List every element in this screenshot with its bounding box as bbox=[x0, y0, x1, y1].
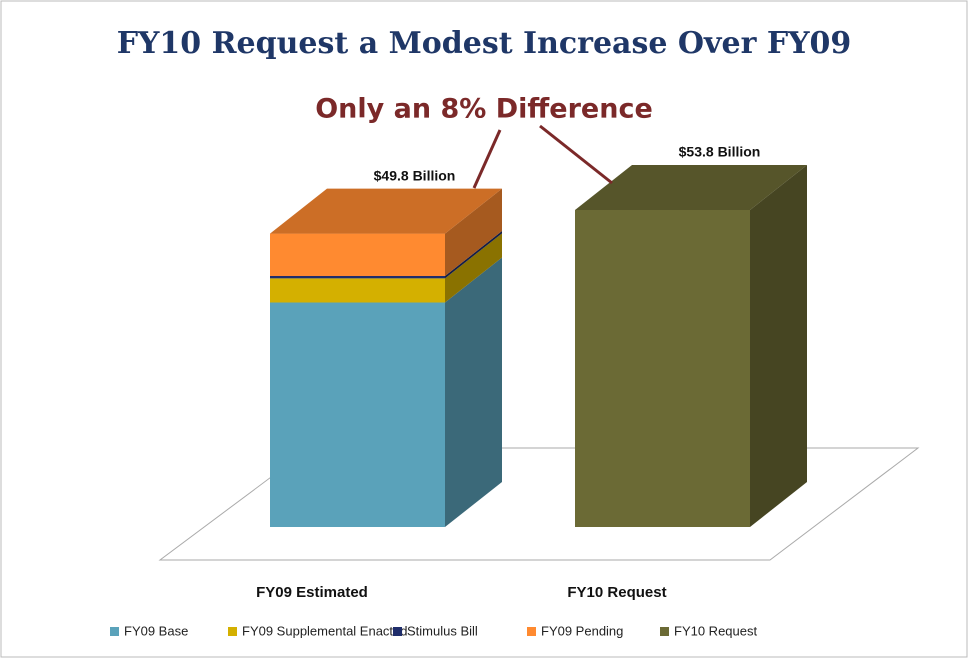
bar-side bbox=[445, 230, 502, 279]
bar-front bbox=[575, 210, 750, 527]
bar-side bbox=[445, 257, 502, 527]
legend-swatch bbox=[393, 627, 402, 636]
subtitle: Only an 8% Difference bbox=[315, 94, 653, 125]
bar-front bbox=[270, 278, 445, 303]
legend-label: FY09 Base bbox=[124, 623, 188, 638]
total-label: $53.8 Billion bbox=[679, 144, 761, 160]
legend-label: FY10 Request bbox=[674, 623, 757, 638]
legend-label: FY09 Pending bbox=[541, 623, 623, 638]
chart-title: FY10 Request a Modest Increase Over FY09 bbox=[117, 26, 852, 61]
bars bbox=[270, 165, 807, 527]
bar-side bbox=[445, 233, 502, 303]
bar-top bbox=[575, 165, 807, 210]
legend-swatch bbox=[527, 627, 536, 636]
x-tick-label: FY09 Estimated bbox=[256, 584, 368, 601]
legend-swatch bbox=[228, 627, 237, 636]
total-label: $49.8 Billion bbox=[374, 167, 456, 183]
bar-front bbox=[270, 302, 445, 527]
legend-swatch bbox=[110, 627, 119, 636]
legend-swatch bbox=[660, 627, 669, 636]
annotation-line bbox=[472, 129, 502, 189]
legend-label: Stimulus Bill bbox=[407, 623, 478, 638]
bar-front bbox=[270, 275, 445, 279]
annotation-line bbox=[539, 124, 613, 185]
x-tick-label: FY10 Request bbox=[567, 584, 666, 601]
bar-front bbox=[270, 233, 445, 276]
bar-side bbox=[445, 188, 502, 276]
legend-label: FY09 Supplemental Enacted bbox=[242, 623, 408, 638]
bar-top bbox=[270, 188, 502, 234]
bar-side bbox=[750, 165, 807, 527]
